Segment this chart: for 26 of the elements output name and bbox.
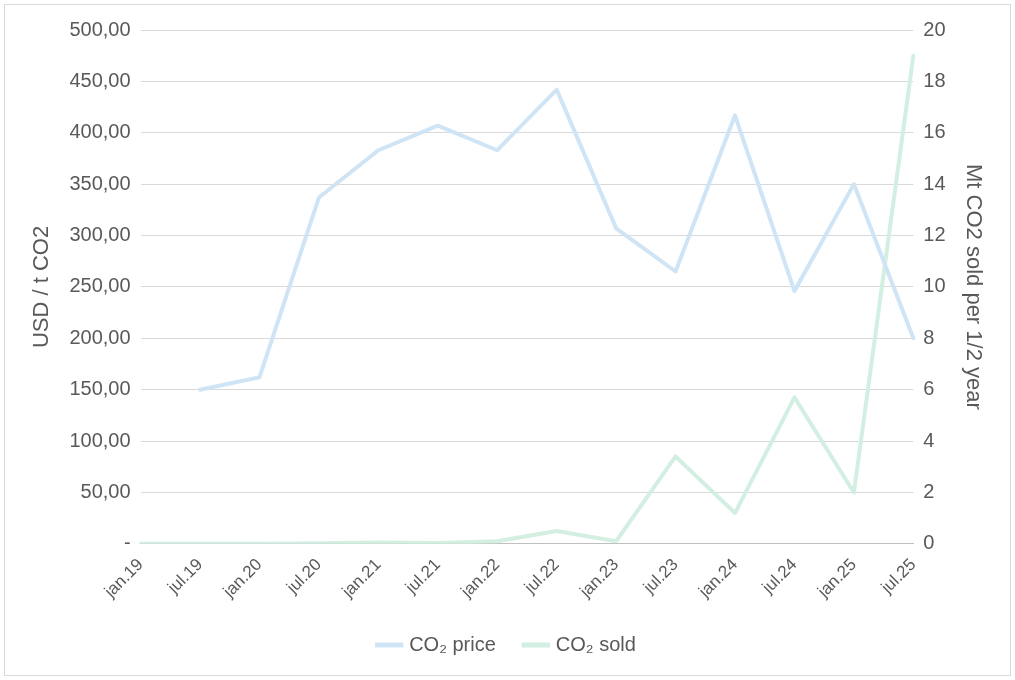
y-tick-label: 500,00: [69, 17, 131, 40]
y2-tick-label: 8: [923, 325, 935, 348]
y-axis-title: USD / t CO2: [28, 225, 54, 349]
legend-label: CO₂ sold: [555, 632, 636, 655]
y-tick-label: 450,00: [69, 68, 131, 91]
y2-tick-label: 18: [923, 68, 946, 91]
y-tick-label: 150,00: [69, 377, 131, 400]
y-tick-label: 400,00: [69, 120, 131, 143]
y2-tick-label: 14: [923, 171, 946, 194]
y-tick-label: -: [123, 531, 131, 554]
y2-tick-label: 10: [923, 274, 946, 297]
y-tick-label: 200,00: [69, 325, 131, 348]
y2-tick-label: 20: [923, 17, 946, 40]
y2-tick-label: 12: [923, 223, 946, 246]
y-tick-label: 50,00: [80, 479, 131, 502]
y-tick-label: 100,00: [69, 428, 131, 451]
y-tick-label: 300,00: [69, 223, 131, 246]
legend-label: CO₂ price: [409, 632, 496, 655]
y2-axis-title: Mt CO2 sold per 1/2 year: [961, 164, 987, 410]
y-tick-label: 350,00: [69, 171, 131, 194]
y2-tick-label: 16: [923, 120, 946, 143]
y2-tick-label: 2: [923, 479, 935, 502]
y2-tick-label: 0: [923, 531, 935, 554]
y2-tick-label: 6: [923, 377, 935, 400]
y2-tick-label: 4: [923, 428, 935, 451]
y-tick-label: 250,00: [69, 274, 131, 297]
